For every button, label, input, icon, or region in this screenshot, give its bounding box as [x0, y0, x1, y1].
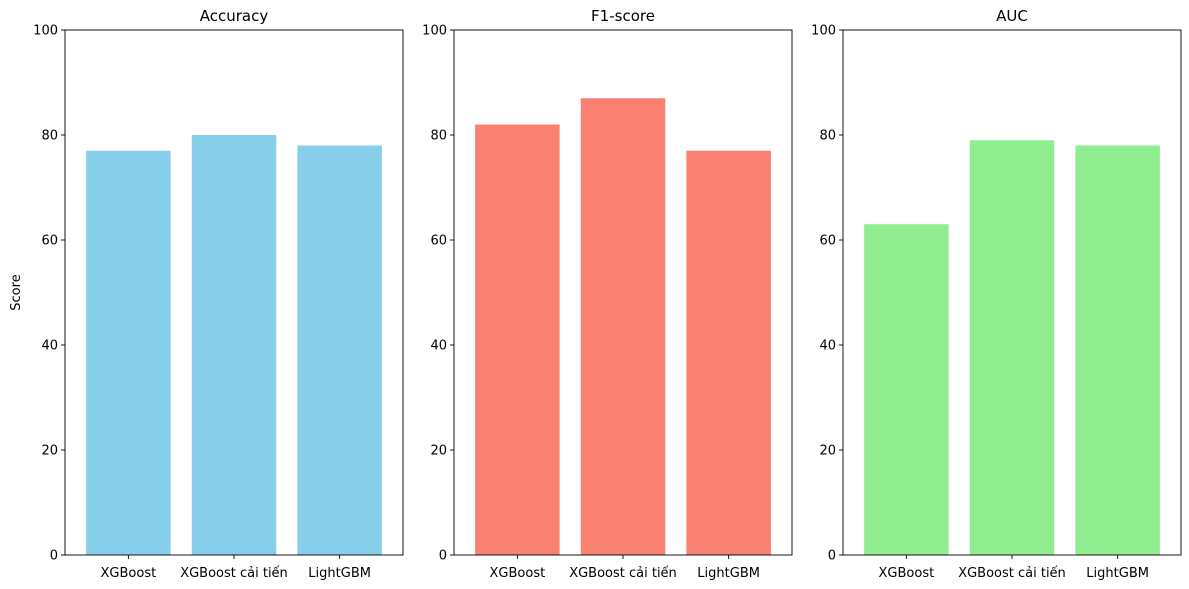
x-tick-label: LightGBM [1086, 566, 1149, 581]
bar-xgboost [475, 124, 560, 555]
y-tick-label: 20 [819, 444, 836, 459]
bar-xgboost [86, 150, 171, 555]
chart-title: F1-score [591, 7, 655, 25]
y-tick-label: 80 [430, 129, 447, 144]
y-tick-label: 20 [41, 444, 58, 459]
y-tick-label: 0 [50, 549, 58, 564]
y-tick-label: 0 [439, 549, 447, 564]
y-tick-label: 40 [819, 339, 836, 354]
y-tick-label: 80 [819, 129, 836, 144]
bar-xgboost [864, 224, 949, 555]
bar-xgboost-cải-tiến [969, 140, 1055, 555]
bar-lightgbm [686, 150, 771, 555]
x-tick-label: XGBoost [490, 566, 546, 581]
x-tick-label: XGBoost [879, 566, 935, 581]
x-tick-label: XGBoost cải tiến [958, 566, 1066, 581]
bar-xgboost-cải-tiến [580, 98, 666, 555]
y-tick-label: 40 [430, 339, 447, 354]
chart-title: Accuracy [200, 7, 269, 25]
chart-panel-3: 0 20 40 60 80 100 XGBoost XGBoost cải tiến Light… [811, 7, 1182, 581]
y-tick-label: 20 [430, 444, 447, 459]
y-tick-label: 60 [41, 234, 58, 249]
x-tick-label: XGBoost cải tiến [180, 566, 288, 581]
x-tick-label: XGBoost [101, 566, 157, 581]
y-tick-label: 60 [430, 234, 447, 249]
chart-panel-1: 0 20 40 60 80 100 XGBoost XGBoost cải tiến Light… [9, 7, 404, 581]
y-tick-label: 80 [41, 129, 58, 144]
y-tick-label: 40 [41, 339, 58, 354]
y-tick-label: 100 [422, 24, 447, 39]
bar-xgboost-cải-tiến [191, 135, 277, 555]
y-tick-label: 60 [819, 234, 836, 249]
chart-panel-2: 0 20 40 60 80 100 XGBoost XGBoost cải tiến Light… [422, 7, 793, 581]
y-tick-label: 100 [33, 24, 58, 39]
bar-lightgbm [1075, 145, 1160, 555]
y-tick-label: 100 [811, 24, 836, 39]
chart-title: AUC [996, 7, 1028, 25]
x-tick-label: LightGBM [697, 566, 760, 581]
x-tick-label: XGBoost cải tiến [569, 566, 677, 581]
x-tick-label: LightGBM [308, 566, 371, 581]
bar-lightgbm [297, 145, 382, 555]
y-axis-label: Score [9, 274, 24, 310]
y-tick-label: 0 [828, 549, 836, 564]
